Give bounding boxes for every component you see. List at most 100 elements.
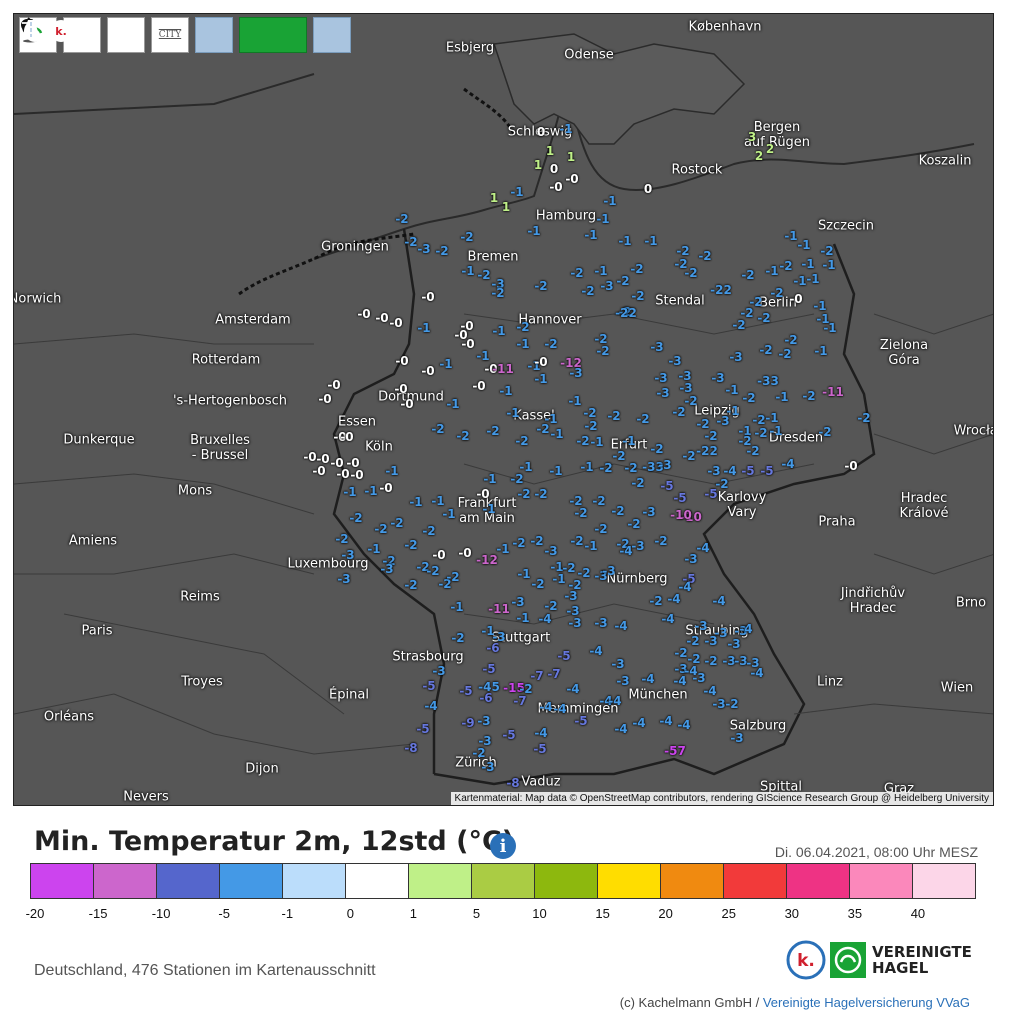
station-value[interactable]: -0 <box>316 452 330 466</box>
station-value[interactable]: -2 <box>382 554 396 568</box>
station-value[interactable]: -4 <box>678 580 692 594</box>
station-value[interactable]: -12 <box>476 553 498 567</box>
station-value[interactable]: -3 <box>492 630 506 644</box>
station-value[interactable]: -2 <box>715 477 729 491</box>
station-value[interactable]: -2 <box>757 311 771 325</box>
station-value[interactable]: -4 <box>424 699 438 713</box>
station-value[interactable]: -2 <box>456 429 470 443</box>
station-value[interactable]: -2 <box>682 449 696 463</box>
station-value[interactable]: -4 <box>632 716 646 730</box>
station-value[interactable]: -4 <box>659 714 673 728</box>
station-value[interactable]: -0 <box>789 292 803 306</box>
station-value[interactable]: -1 <box>431 494 445 508</box>
station-value[interactable]: -1 <box>450 600 464 614</box>
station-value[interactable]: -2 <box>544 599 558 613</box>
station-value[interactable]: -1 <box>725 383 739 397</box>
station-value[interactable]: -0 <box>333 430 347 444</box>
station-value[interactable]: 0 <box>549 162 559 176</box>
station-value[interactable]: -0 <box>565 172 579 186</box>
station-value[interactable]: -2 <box>759 343 773 357</box>
station-value[interactable]: -5 <box>682 572 696 586</box>
station-value[interactable]: -3 <box>707 464 721 478</box>
station-value[interactable]: -1 <box>765 411 779 425</box>
station-value[interactable]: -57 <box>664 744 686 758</box>
station-value[interactable]: -2 <box>517 487 531 501</box>
station-value[interactable]: -1 <box>367 542 381 556</box>
station-value[interactable]: -2 <box>630 262 644 276</box>
station-value[interactable]: -1 <box>482 502 496 516</box>
station-value[interactable]: 1 <box>501 200 511 214</box>
station-value[interactable]: -3 <box>417 242 431 256</box>
station-value[interactable]: -3 <box>568 616 582 630</box>
station-value[interactable]: -2 <box>594 522 608 536</box>
station-value[interactable]: -5 <box>502 728 516 742</box>
station-value[interactable]: -4 <box>553 702 567 716</box>
station-value[interactable]: -2 <box>519 682 533 696</box>
station-value[interactable]: -1 <box>385 464 399 478</box>
station-value[interactable]: -3 <box>432 664 446 678</box>
station-value[interactable]: -2 <box>746 444 760 458</box>
station-value[interactable]: -2 <box>562 561 576 575</box>
station-value[interactable]: -2 <box>531 577 545 591</box>
station-value[interactable]: -15 <box>503 681 525 695</box>
station-value[interactable]: -1 <box>797 238 811 252</box>
station-value[interactable]: -1 <box>622 434 636 448</box>
station-value[interactable]: -0 <box>350 468 364 482</box>
station-value[interactable]: -2 <box>857 411 871 425</box>
station-value[interactable]: -2 <box>477 268 491 282</box>
station-value[interactable]: -11 <box>492 362 514 376</box>
station-value[interactable]: -0 <box>454 328 468 342</box>
station-value[interactable]: -2 <box>576 434 590 448</box>
station-value[interactable]: -2 <box>581 284 595 298</box>
station-value[interactable]: -0 <box>484 362 498 376</box>
city-toggle-button[interactable]: CITY <box>151 17 189 53</box>
station-value[interactable]: -2 <box>446 570 460 584</box>
station-value[interactable]: -2 <box>674 646 688 660</box>
station-value[interactable]: -1 <box>726 404 740 418</box>
station-value[interactable]: -45 <box>478 680 500 694</box>
station-value[interactable]: -4 <box>614 722 628 736</box>
station-value[interactable]: -2 <box>592 494 606 508</box>
station-value[interactable]: 2 <box>765 142 775 156</box>
station-value[interactable]: -3 <box>600 279 614 293</box>
station-value[interactable]: -5 <box>422 679 436 693</box>
station-value[interactable]: -2 <box>704 654 718 668</box>
station-value[interactable]: -2 <box>740 306 754 320</box>
station-value[interactable]: -2 <box>530 534 544 548</box>
station-value[interactable]: -3 <box>569 366 583 380</box>
station-value[interactable]: -3 <box>564 589 578 603</box>
station-value[interactable]: -4 <box>673 674 687 688</box>
station-value[interactable]: -5 <box>673 491 687 505</box>
station-value[interactable]: -0 <box>336 467 350 481</box>
station-value[interactable]: -5 <box>533 742 547 756</box>
station-value[interactable]: -2 <box>741 268 755 282</box>
station-value[interactable]: -0 <box>357 307 371 321</box>
station-value[interactable]: -1 <box>409 495 423 509</box>
station-value[interactable]: -1 <box>549 464 563 478</box>
station-value[interactable]: -9 <box>461 716 475 730</box>
info-icon[interactable]: i <box>490 833 516 859</box>
station-value[interactable]: 1 <box>545 144 555 158</box>
station-value[interactable]: -2 <box>335 532 349 546</box>
station-value[interactable]: -1 <box>806 272 820 286</box>
station-value[interactable]: -4 <box>750 666 764 680</box>
station-value[interactable]: -3 <box>511 595 525 609</box>
station-value[interactable]: -0 <box>476 487 490 501</box>
station-value[interactable]: -1 <box>527 359 541 373</box>
station-value[interactable]: -2 <box>687 652 701 666</box>
station-value[interactable]: -1 <box>765 264 779 278</box>
station-value[interactable]: -0 <box>346 456 360 470</box>
station-value[interactable]: -5 <box>660 479 674 493</box>
station-value[interactable]: -1 <box>439 357 453 371</box>
station-value[interactable]: -0 <box>394 382 408 396</box>
station-value[interactable]: -2 <box>404 578 418 592</box>
station-value[interactable]: -22 <box>696 444 718 458</box>
station-value[interactable]: -3 <box>481 760 495 774</box>
station-value[interactable]: -0 <box>400 397 414 411</box>
station-value[interactable]: -3 <box>730 731 744 745</box>
station-value[interactable]: 1 <box>489 191 499 205</box>
station-value[interactable]: -2 <box>536 422 550 436</box>
station-value[interactable]: -3 <box>734 624 748 638</box>
station-value[interactable]: -2 <box>510 472 524 486</box>
